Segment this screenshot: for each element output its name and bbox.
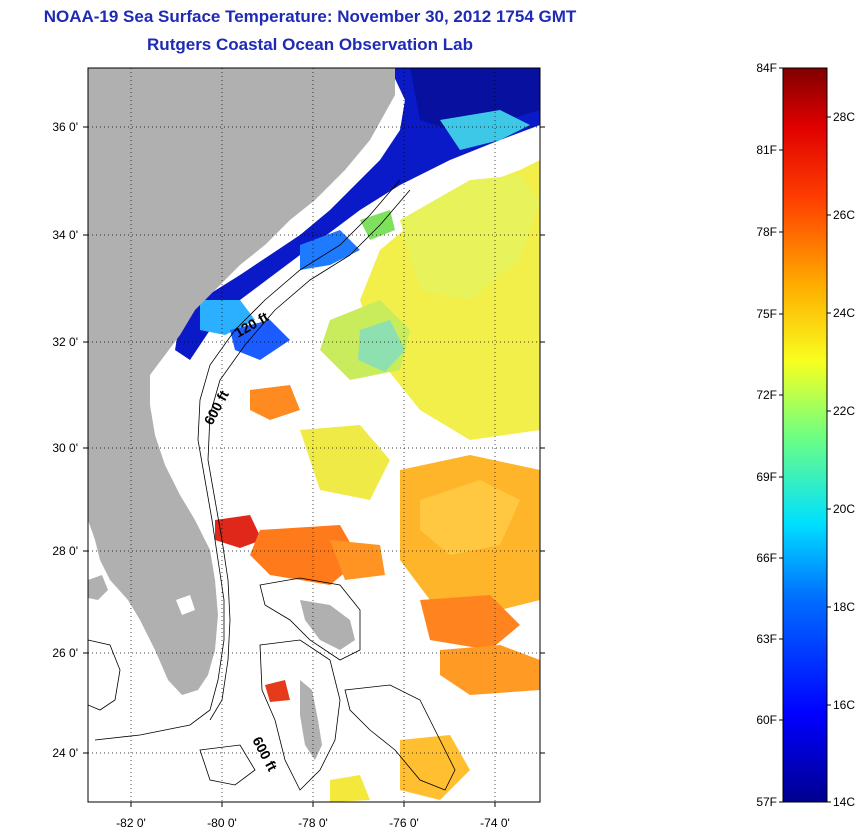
cb-label-26c: 26C <box>833 208 855 222</box>
colorbar: 84F 81F 78F 75F 72F 69F 66F 63F 60F 57F … <box>756 61 855 809</box>
map-panel: 120 ft 600 ft 600 ft <box>88 68 540 802</box>
cb-label-75f: 75F <box>756 307 777 321</box>
cb-label-63f: 63F <box>756 632 777 646</box>
land <box>88 68 395 760</box>
cb-label-14c: 14C <box>833 795 855 809</box>
cb-label-28c: 28C <box>833 110 855 124</box>
cb-label-24c: 24C <box>833 306 855 320</box>
cb-label-69f: 69F <box>756 470 777 484</box>
lat-label-28: 28 0' <box>52 544 78 558</box>
cb-label-66f: 66F <box>756 551 777 565</box>
cb-label-57f: 57F <box>756 795 777 809</box>
lon-label-82: -82 0' <box>116 816 146 830</box>
cb-label-16c: 16C <box>833 698 855 712</box>
map-subtitle: Rutgers Coastal Ocean Observation Lab <box>147 35 473 54</box>
map-frame <box>87 67 541 803</box>
map-title: NOAA-19 Sea Surface Temperature: Novembe… <box>43 7 577 26</box>
lon-label-76: -76 0' <box>389 816 419 830</box>
cb-label-84f: 84F <box>756 61 777 75</box>
lon-label-80: -80 0' <box>207 816 237 830</box>
colorbar-labels-c: 28C 26C 24C 22C 20C 18C 16C 14C <box>833 110 855 809</box>
colorbar-ticks-c <box>827 116 831 803</box>
lat-label-36: 36 0' <box>52 120 78 134</box>
cb-label-78f: 78F <box>756 225 777 239</box>
lat-label-30: 30 0' <box>52 441 78 455</box>
cb-label-22c: 22C <box>833 404 855 418</box>
colorbar-gradient <box>782 67 828 803</box>
lon-label-78: -78 0' <box>298 816 328 830</box>
lat-label-32: 32 0' <box>52 335 78 349</box>
latitude-labels: 36 0' 34 0' 32 0' 30 0' 28 0' 26 0' 24 0… <box>52 120 78 760</box>
longitude-labels: -82 0' -80 0' -78 0' -76 0' -74 0' <box>116 816 510 830</box>
sst-cold-waters <box>175 68 540 360</box>
colorbar-ticks-f <box>779 67 783 803</box>
map-ticks <box>83 126 545 807</box>
lat-label-26: 26 0' <box>52 646 78 660</box>
lat-label-34: 34 0' <box>52 228 78 242</box>
lat-label-24: 24 0' <box>52 746 78 760</box>
cb-label-18c: 18C <box>833 600 855 614</box>
cb-label-60f: 60F <box>756 713 777 727</box>
lon-label-74: -74 0' <box>480 816 510 830</box>
cb-label-20c: 20C <box>833 502 855 516</box>
colorbar-labels-f: 84F 81F 78F 75F 72F 69F 66F 63F 60F 57F <box>756 61 777 809</box>
graticule <box>88 68 540 802</box>
cb-label-81f: 81F <box>756 143 777 157</box>
cb-label-72f: 72F <box>756 388 777 402</box>
